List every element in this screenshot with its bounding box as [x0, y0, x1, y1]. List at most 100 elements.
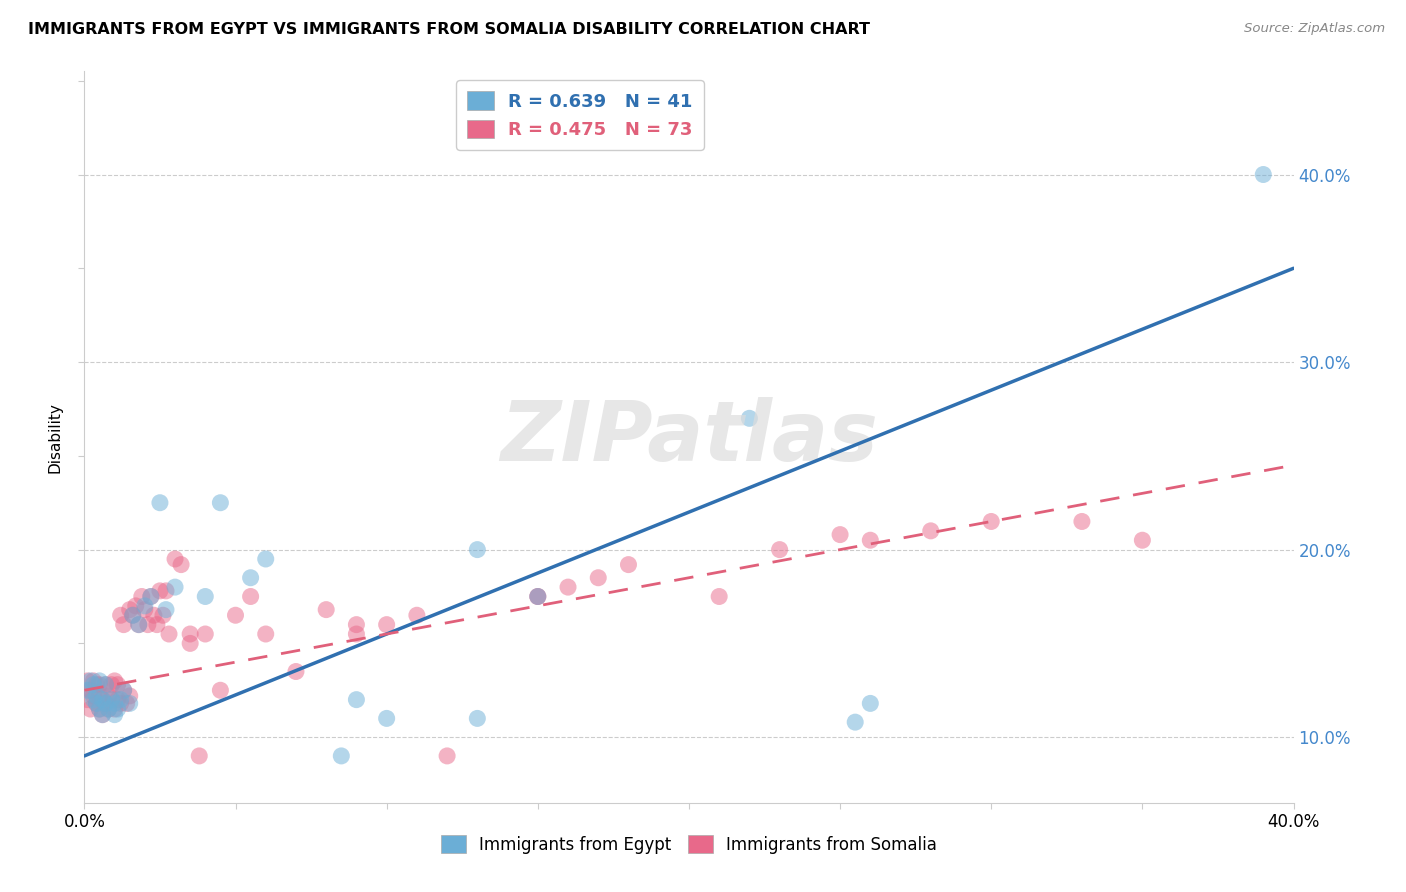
Point	[82, 678, 104, 692]
Point	[82, 689, 104, 703]
Point	[76, 683, 98, 698]
Legend: Immigrants from Egypt, Immigrants from Somalia: Immigrants from Egypt, Immigrants from S…	[434, 829, 943, 860]
Point	[134, 602, 156, 616]
Point	[165, 552, 187, 566]
Point	[194, 627, 217, 641]
Point	[91, 707, 114, 722]
Point	[100, 692, 122, 706]
Point	[107, 692, 129, 706]
Point	[139, 590, 162, 604]
Y-axis label: Disability: Disability	[48, 401, 63, 473]
Point	[527, 590, 550, 604]
Point	[149, 496, 172, 510]
Point	[121, 608, 143, 623]
Point	[104, 707, 127, 722]
Point	[165, 580, 187, 594]
Point	[89, 702, 111, 716]
Point	[89, 678, 111, 692]
Point	[330, 748, 353, 763]
Point	[94, 678, 117, 692]
Point	[179, 636, 201, 650]
Point	[89, 689, 111, 703]
Point	[209, 496, 232, 510]
Point	[86, 678, 108, 692]
Point	[170, 558, 193, 572]
Point	[738, 411, 761, 425]
Point	[79, 673, 101, 688]
Point	[709, 590, 731, 604]
Point	[118, 602, 141, 616]
Point	[91, 692, 114, 706]
Point	[97, 702, 120, 716]
Point	[100, 678, 122, 692]
Point	[588, 571, 610, 585]
Point	[1253, 168, 1275, 182]
Point	[157, 627, 180, 641]
Point	[79, 683, 101, 698]
Point	[97, 702, 120, 716]
Point	[142, 608, 165, 623]
Point	[1071, 515, 1094, 529]
Point	[149, 583, 172, 598]
Point	[136, 617, 159, 632]
Point	[104, 697, 127, 711]
Point	[118, 697, 141, 711]
Point	[557, 580, 579, 594]
Point	[155, 583, 177, 598]
Point	[188, 748, 211, 763]
Point	[112, 683, 135, 698]
Point	[110, 697, 132, 711]
Point	[118, 689, 141, 703]
Point	[94, 697, 117, 711]
Point	[239, 590, 262, 604]
Point	[436, 748, 458, 763]
Point	[94, 678, 117, 692]
Point	[769, 542, 792, 557]
Point	[128, 617, 150, 632]
Point	[76, 692, 98, 706]
Point	[97, 689, 120, 703]
Point	[980, 515, 1002, 529]
Point	[617, 558, 640, 572]
Point	[86, 689, 108, 703]
Point	[131, 590, 153, 604]
Point	[139, 590, 162, 604]
Point	[115, 697, 138, 711]
Point	[152, 608, 174, 623]
Point	[121, 608, 143, 623]
Point	[112, 683, 135, 698]
Point	[128, 617, 150, 632]
Point	[225, 608, 247, 623]
Text: ZIPatlas: ZIPatlas	[501, 397, 877, 477]
Point	[86, 697, 108, 711]
Point	[89, 673, 111, 688]
Point	[100, 692, 122, 706]
Point	[86, 697, 108, 711]
Point	[125, 599, 148, 613]
Point	[155, 602, 177, 616]
Point	[82, 673, 104, 688]
Point	[94, 697, 117, 711]
Point	[110, 608, 132, 623]
Point	[859, 697, 882, 711]
Point	[859, 533, 882, 548]
Point	[91, 707, 114, 722]
Point	[107, 702, 129, 716]
Point	[104, 673, 127, 688]
Point	[134, 599, 156, 613]
Point	[346, 627, 368, 641]
Point	[112, 617, 135, 632]
Point	[346, 617, 368, 632]
Point	[91, 692, 114, 706]
Point	[830, 527, 852, 541]
Point	[110, 692, 132, 706]
Point	[179, 627, 201, 641]
Text: IMMIGRANTS FROM EGYPT VS IMMIGRANTS FROM SOMALIA DISABILITY CORRELATION CHART: IMMIGRANTS FROM EGYPT VS IMMIGRANTS FROM…	[28, 22, 870, 37]
Point	[467, 542, 489, 557]
Point	[76, 673, 98, 688]
Point	[254, 627, 277, 641]
Point	[89, 702, 111, 716]
Point	[209, 683, 232, 698]
Point	[375, 617, 398, 632]
Point	[406, 608, 429, 623]
